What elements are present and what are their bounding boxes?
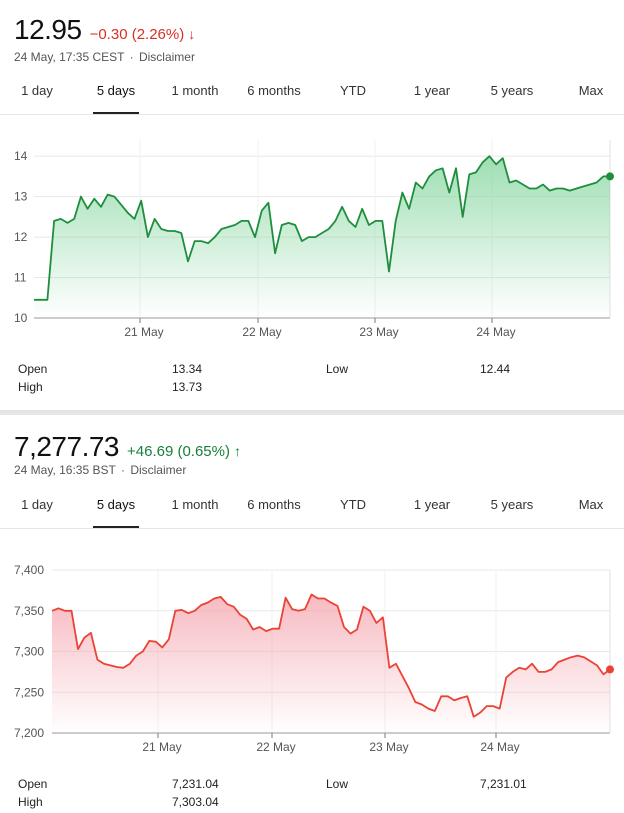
low-label: Low [326, 362, 349, 376]
tab-5-days[interactable]: 5 days [93, 490, 139, 528]
last-point-marker [606, 172, 614, 181]
price-chart: 10 11 12 13 14 21 May 22 May 23 May 24 May [14, 140, 614, 339]
y-tick-label: 13 [14, 190, 28, 204]
low-label: Low [326, 777, 349, 791]
tab-1-month[interactable]: 1 month [171, 83, 219, 98]
current-price: 7,277.73 [14, 431, 120, 462]
series-line [34, 155, 610, 301]
arrow-down-icon: ↓ [188, 26, 196, 42]
x-tick-label: 23 May [369, 740, 408, 754]
price-change: +46.69 (0.65%) [127, 443, 230, 460]
y-tick-label: 7,300 [14, 645, 44, 659]
tab-6-months[interactable]: 6 months [247, 83, 301, 98]
index-panel: 7,277.73 +46.69 (0.65%) ↑ 24 May, 16:35 … [0, 415, 624, 813]
x-tick-label: 22 May [242, 325, 281, 339]
open-label: Open [18, 362, 48, 376]
tab-1-day[interactable]: 1 day [21, 83, 53, 98]
timestamp-line: 24 May, 17:35 CEST · Disclaimer [14, 50, 195, 64]
open-label: Open [18, 777, 48, 791]
disclaimer-link[interactable]: Disclaimer [138, 50, 195, 64]
price-chart: 7,200 7,250 7,300 7,350 7,400 21 May 22 May 23 … [14, 563, 614, 754]
y-tick-label: 11 [14, 271, 27, 285]
high-label: High [18, 380, 43, 394]
current-price: 12.95 [14, 14, 82, 45]
y-tick-label: 7,250 [14, 685, 44, 699]
x-tick-label: 22 May [256, 740, 295, 754]
tab-max[interactable]: Max [578, 497, 604, 512]
open-value: 13.34 [172, 362, 203, 376]
x-tick-label: 21 May [142, 740, 181, 754]
series-line [51, 593, 611, 718]
high-label: High [18, 795, 43, 809]
separator: · [120, 463, 125, 477]
price-header: 7,277.73 +46.69 (0.65%) ↑ [14, 431, 241, 463]
x-tick-label: 24 May [480, 740, 519, 754]
y-tick-label: 7,200 [14, 726, 44, 740]
range-tabs: 1 day 5 days 1 month 6 months YTD 1 year… [0, 490, 624, 529]
tab-ytd[interactable]: YTD [340, 83, 366, 98]
last-point-marker [606, 665, 614, 674]
open-value: 7,231.04 [172, 777, 219, 791]
x-tick-label: 21 May [124, 325, 163, 339]
tab-5-years[interactable]: 5 years [490, 497, 534, 512]
tab-ytd[interactable]: YTD [340, 497, 366, 512]
series-area [34, 156, 610, 318]
tab-max[interactable]: Max [578, 83, 604, 98]
y-tick-label: 7,400 [14, 563, 44, 577]
y-tick-label: 10 [14, 311, 28, 325]
stock-panel: 12.95 −0.30 (2.26%) ↓ 24 May, 17:35 CEST… [0, 14, 624, 411]
x-tick-label: 23 May [359, 325, 398, 339]
low-value: 12.44 [480, 362, 511, 376]
tab-1-day[interactable]: 1 day [21, 497, 53, 512]
tab-5-years[interactable]: 5 years [490, 83, 534, 98]
price-change: −0.30 (2.26%) [89, 26, 185, 43]
tab-1-year[interactable]: 1 year [413, 497, 451, 512]
timestamp: 24 May, 16:35 BST [14, 463, 116, 477]
tab-1-month[interactable]: 1 month [171, 497, 219, 512]
high-value: 7,303.04 [172, 795, 219, 809]
disclaimer-link[interactable]: Disclaimer [130, 463, 187, 477]
tab-5-days[interactable]: 5 days [93, 76, 139, 114]
timestamp: 24 May, 17:35 CEST [14, 50, 125, 64]
series-area [52, 594, 610, 733]
separator: · [129, 50, 134, 64]
x-tick-label: 24 May [476, 325, 515, 339]
tab-6-months[interactable]: 6 months [247, 497, 301, 512]
high-value: 13.73 [172, 380, 203, 394]
y-tick-label: 12 [14, 230, 28, 244]
low-value: 7,231.01 [480, 777, 527, 791]
arrow-up-icon: ↑ [234, 443, 241, 459]
y-tick-label: 14 [14, 149, 28, 163]
timestamp-line: 24 May, 16:35 BST · Disclaimer [14, 463, 186, 477]
range-tabs: 1 day 5 days 1 month 6 months YTD 1 year… [0, 76, 624, 115]
price-header: 12.95 −0.30 (2.26%) ↓ [14, 14, 195, 46]
y-tick-label: 7,350 [14, 604, 44, 618]
tab-1-year[interactable]: 1 year [413, 83, 451, 98]
